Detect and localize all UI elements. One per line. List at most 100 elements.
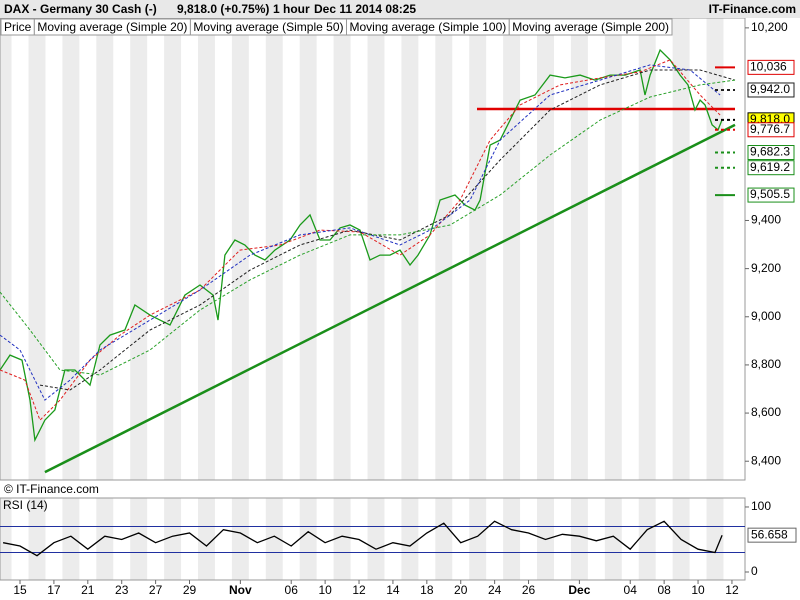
day-stripe [96,498,114,580]
price-panel: 8,400 8,600 8,800 9,000 9,200 9,400 10,200 10,0… [0,17,795,481]
day-stripe [672,18,690,480]
quote: 9,818.0 (+0.75%) [177,2,269,16]
day-stripe [62,18,80,480]
y-tick-label: 9,400 [751,213,781,227]
x-tick-label: 18 [420,583,434,597]
x-tick-label: 15 [13,583,27,597]
series-line [0,64,721,401]
day-stripe [469,18,487,480]
day-stripe [231,498,249,580]
x-tick-label: 21 [81,583,95,597]
rsi-line [2,520,723,557]
legend-entry: Moving average (Simple 100) [350,20,507,34]
level-box [747,59,795,75]
day-stripe [164,498,182,580]
day-stripe [299,498,317,580]
day-stripe [706,18,724,480]
day-stripes [0,18,724,580]
day-stripe [299,18,317,480]
level-label: 10,036 [750,60,787,74]
day-stripe [28,498,46,580]
series-line [0,79,736,376]
panel-frame [0,497,746,581]
day-stripe [706,498,724,580]
x-tick-label: 14 [386,583,400,597]
day-stripe [367,18,385,480]
day-stripe [469,498,487,580]
level-label: 9,776.7 [750,122,790,136]
day-stripe [537,18,554,480]
y-tick-label: 8,600 [751,405,781,419]
level-box [747,82,795,98]
trendline [44,123,736,474]
day-stripe [130,18,148,480]
interval: 1 hour [273,2,310,16]
y-tick-label: 9,200 [751,261,781,275]
level-label: 9,505.5 [750,187,790,201]
level-box [747,160,795,176]
day-stripe [367,498,385,580]
day-stripe [0,18,12,480]
rsi-title: RSI (14) [3,498,48,512]
level-label: 9,619.2 [750,160,790,174]
x-tick-label: 29 [183,583,197,597]
legend: Price Moving average (Simple 20) Moving av… [0,18,673,36]
day-stripe [197,498,215,580]
day-stripe [638,18,656,480]
day-stripe [604,18,622,480]
day-stripe [435,498,453,580]
day-stripe [231,18,249,480]
series-line [0,59,721,422]
source: IT-Finance.com [709,2,796,16]
x-tick-label: 20 [454,583,468,597]
legend-entry: Moving average (Simple 20) [37,20,187,34]
level-box [747,187,795,203]
rsi-panel: 0 100 15 17 21 23 27 29 Nov 06 10 12 14 18 20 24 26 Dec 04… [0,497,797,597]
x-tick-label: 06 [285,583,299,597]
day-stripe [435,18,453,480]
last-value-label: 56.658 [751,527,788,541]
legend-entry: Moving average (Simple 50) [193,20,343,34]
level-box [747,145,795,161]
x-tick-label: 04 [624,583,638,597]
day-stripe [604,498,622,580]
y-tick-label: 10,200 [751,20,788,34]
x-tick-label: Dec [568,583,590,597]
legend-entry: Price [4,20,32,34]
day-stripe [570,18,588,480]
day-stripe [333,498,351,580]
x-tick-label: 12 [725,583,739,597]
day-stripe [62,498,80,580]
y-tick-label: 100 [751,499,771,513]
day-stripe [503,18,521,480]
level-label: 9,682.3 [750,145,790,159]
level-label: 9,942.0 [750,82,790,96]
legend-box [508,18,673,36]
y-tick-label: 8,800 [751,357,781,371]
x-tick-label: 26 [522,583,536,597]
x-tick-label: Nov [229,583,252,597]
day-stripe [265,498,283,580]
series-line [0,48,723,443]
day-stripe [570,498,588,580]
y-tick-label: 8,400 [751,453,781,467]
chart-title: DAX - Germany 30 Cash (-) [4,2,157,16]
watermark: © IT-Finance.com [4,482,99,496]
y-tick-label: 9,000 [751,309,781,323]
x-tick-label: 08 [657,583,671,597]
x-tick-label: 12 [352,583,366,597]
x-tick-label: 17 [47,583,61,597]
x-tick-label: 10 [691,583,705,597]
day-stripe [503,498,521,580]
day-stripe [333,18,351,480]
day-stripe [197,18,215,480]
day-stripe [28,18,46,480]
day-stripe [401,498,419,580]
x-tick-label: 27 [149,583,163,597]
timestamp: Dec 11 2014 08:25 [314,2,416,16]
header-bar [0,0,800,18]
header: DAX - Germany 30 Cash (-) 9,818.0 (+0.75… [4,2,796,16]
last-value-box [747,527,797,543]
